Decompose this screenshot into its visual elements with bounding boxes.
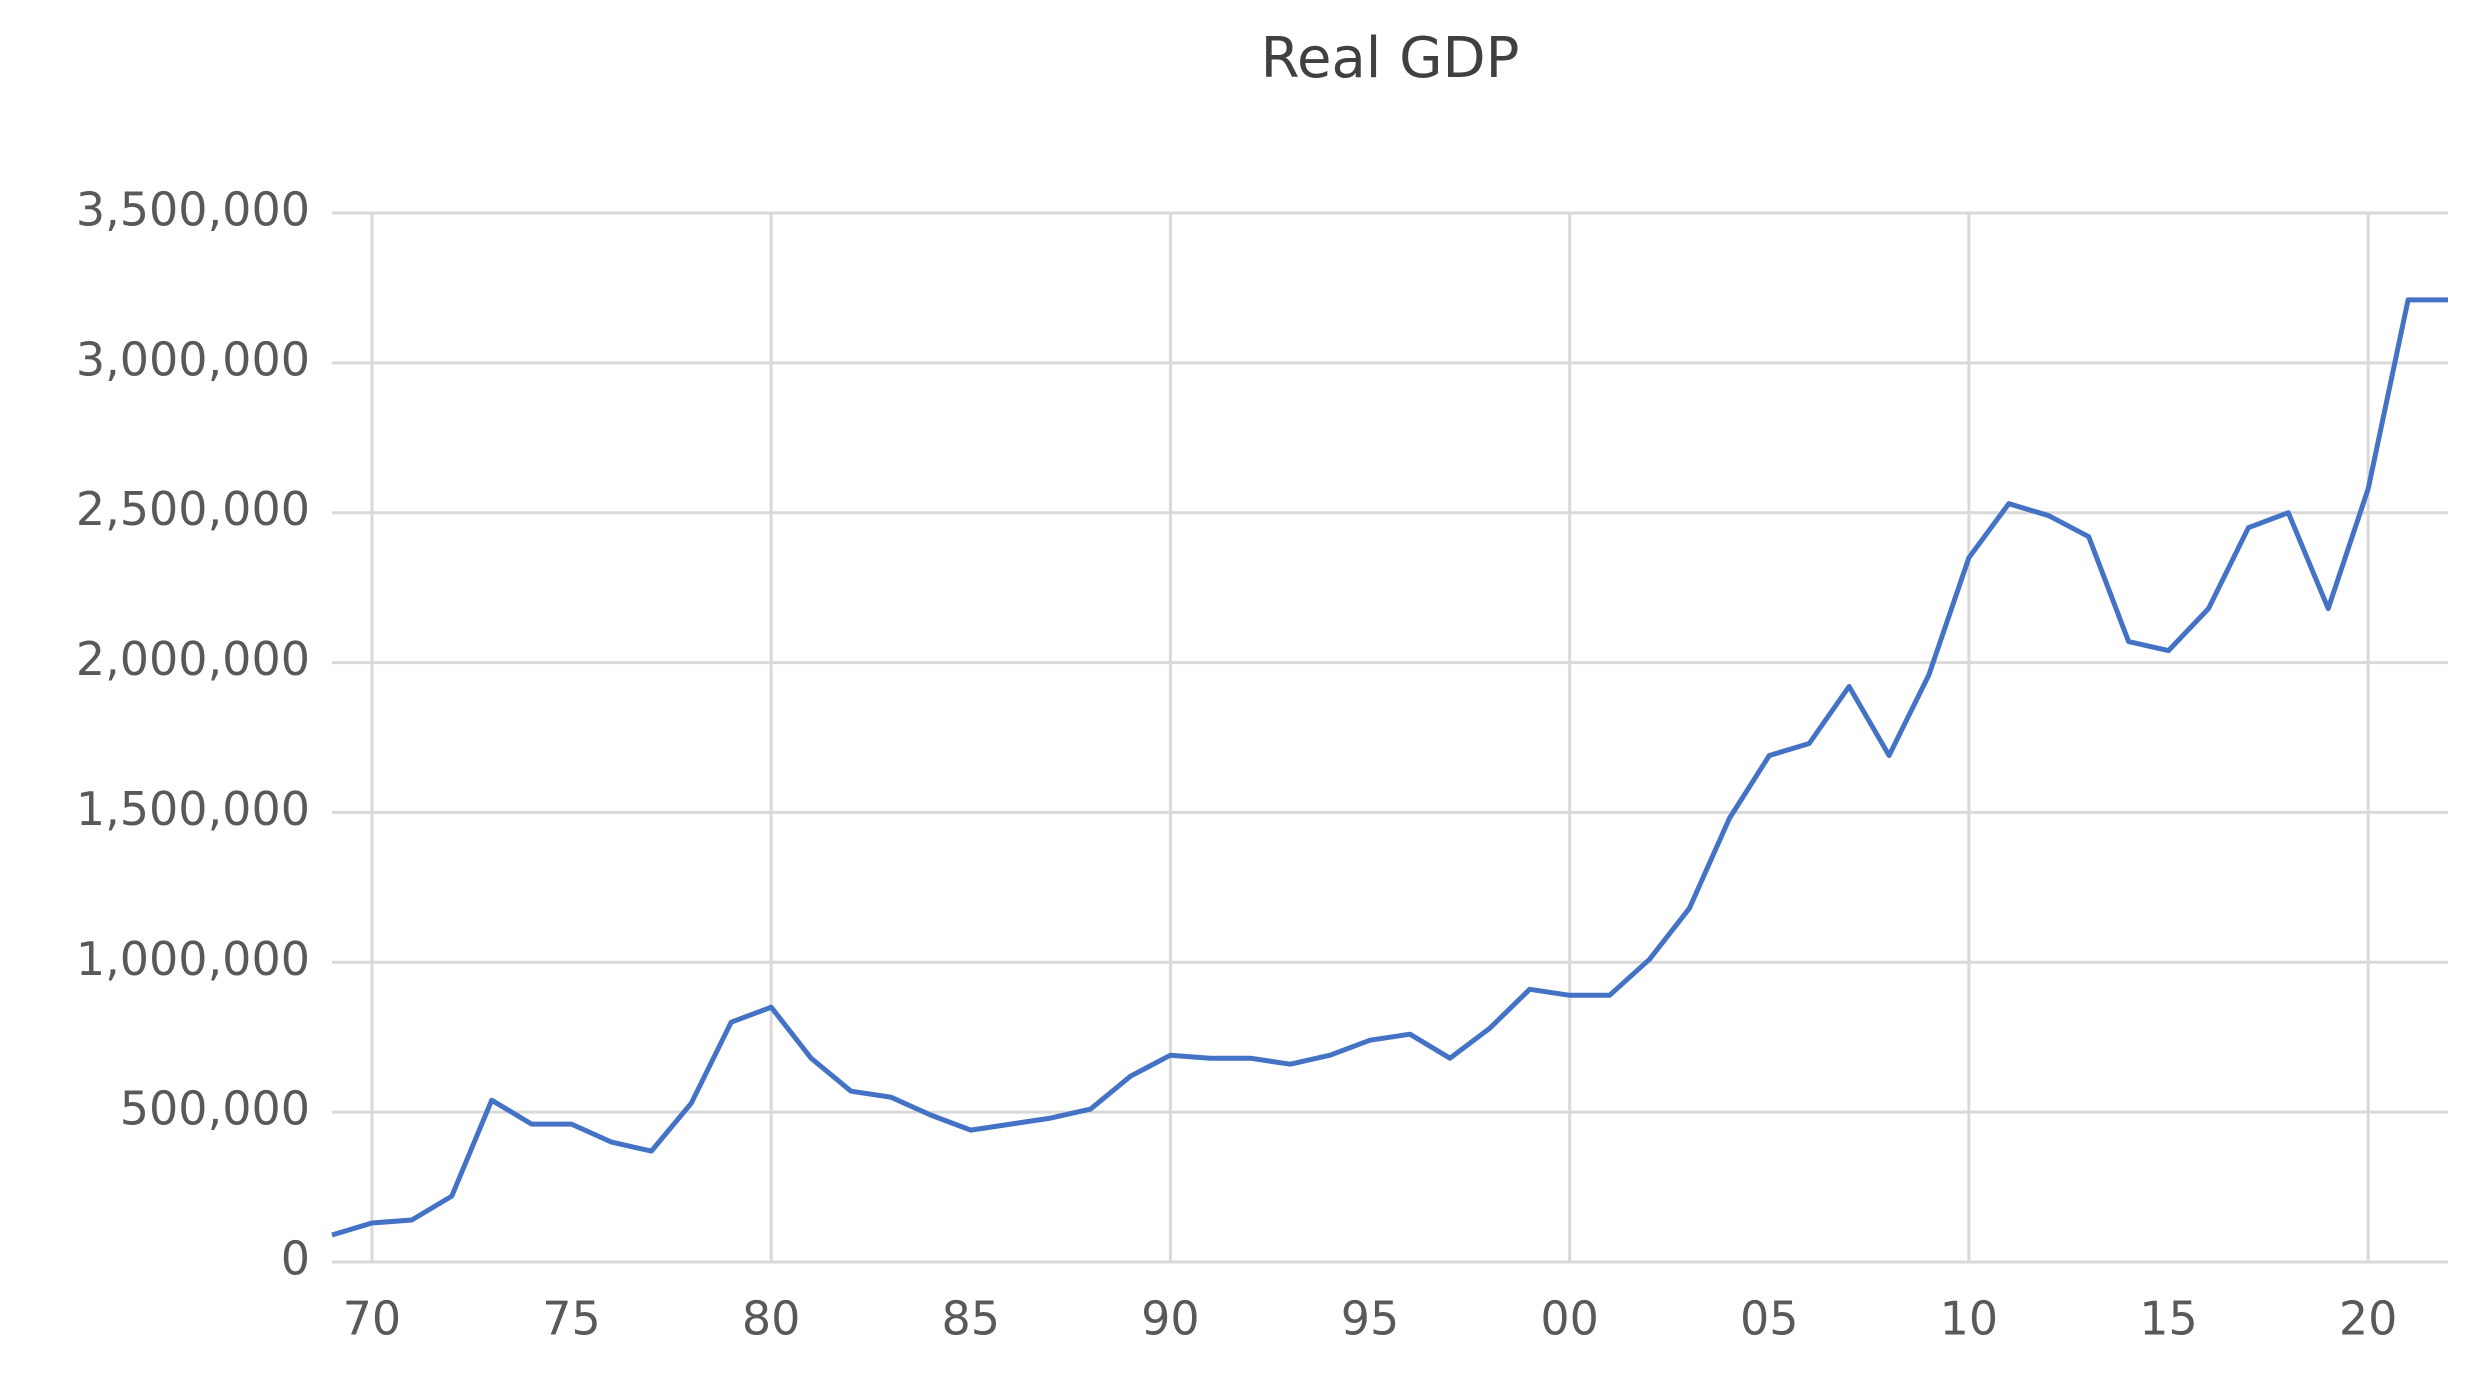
- y-tick-label: 500,000: [120, 1082, 310, 1136]
- x-tick-label: 85: [942, 1292, 1001, 1346]
- y-tick-label: 0: [281, 1232, 310, 1286]
- x-tick-label: 00: [1540, 1292, 1599, 1346]
- y-tick-label: 1,000,000: [76, 932, 310, 986]
- data-line: [331, 297, 2448, 1238]
- chart-title: Real GDP: [1261, 26, 1520, 91]
- x-tick-label: 05: [1740, 1292, 1799, 1346]
- y-tick-label: 2,500,000: [76, 482, 310, 536]
- x-tick-label: 95: [1341, 1292, 1400, 1346]
- y-tick-label: 1,500,000: [76, 782, 310, 836]
- y-tick-label: 3,000,000: [76, 332, 310, 386]
- x-tick-label: 80: [742, 1292, 801, 1346]
- x-tick-label: 10: [1940, 1292, 1999, 1346]
- y-tick-label: 3,500,000: [76, 183, 310, 237]
- x-tick-label: 70: [343, 1292, 402, 1346]
- x-tick-label: 20: [2339, 1292, 2398, 1346]
- x-tick-label: 15: [2139, 1292, 2198, 1346]
- x-tick-label: 90: [1141, 1292, 1200, 1346]
- y-tick-label: 2,000,000: [76, 632, 310, 686]
- x-tick-label: 75: [542, 1292, 601, 1346]
